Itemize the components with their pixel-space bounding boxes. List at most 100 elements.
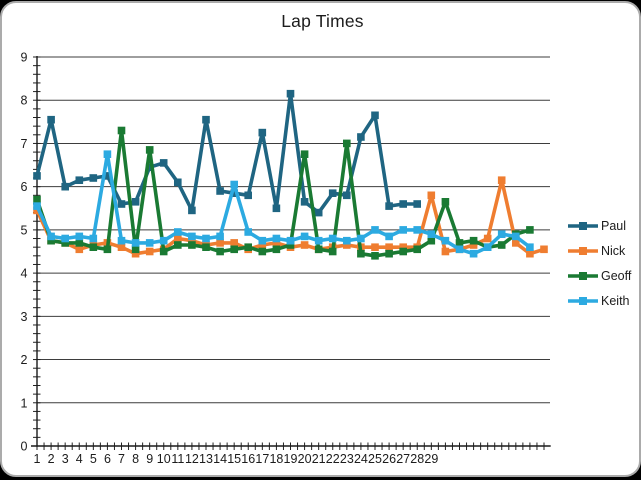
data-point-marker [216,239,224,247]
x-axis-label: 5 [90,452,97,466]
data-point-marker [300,198,309,206]
y-axis-label: 3 [21,310,28,324]
data-point-marker [300,150,309,158]
data-point-marker [427,230,436,238]
x-axis-label: 16 [241,452,255,466]
x-axis-label: 22 [326,452,340,466]
x-axis-label: 14 [213,452,227,466]
data-point-marker [188,236,196,245]
data-point-marker [244,228,252,236]
x-axis-label: 21 [312,452,326,466]
data-point-marker [469,249,478,258]
x-axis-label: 26 [382,452,396,466]
data-point-marker [399,247,407,256]
data-point-marker [314,208,323,217]
data-point-marker [174,178,182,187]
x-axis-label: 12 [185,452,199,466]
x-axis-label: 28 [410,452,424,466]
y-axis-label: 8 [21,94,28,108]
data-point-marker [89,234,98,243]
data-point-marker [47,232,55,241]
data-point-marker [371,243,379,251]
data-point-marker [47,115,55,124]
y-axis-label: 1 [21,396,28,410]
data-point-marker [371,111,379,120]
data-point-marker [216,247,224,256]
legend-item-paul: Paul [568,218,631,234]
x-axis-label: 3 [62,452,69,466]
data-point-marker [145,163,154,171]
data-point-marker [328,189,337,197]
data-point-marker [258,247,267,256]
data-point-marker [230,239,238,247]
data-point-marker [371,226,379,234]
x-axis-label: 29 [424,452,438,466]
data-point-marker [244,243,252,251]
x-axis-label: 18 [269,452,283,466]
data-point-marker [385,202,393,210]
data-point-marker [89,243,98,251]
data-point-marker [75,245,84,254]
data-point-marker [188,241,196,249]
x-axis-label: 8 [132,452,139,466]
data-point-marker [497,230,506,238]
x-axis-label: 2 [48,452,55,466]
x-axis-label: 19 [284,452,298,466]
data-point-marker [413,226,421,234]
data-point-marker [286,241,295,249]
data-point-marker [399,200,407,208]
data-point-marker [272,234,281,243]
chart-title: Lap Times [281,11,364,31]
data-point-marker [497,176,506,184]
data-point-marker [300,241,309,249]
data-point-marker [385,243,393,251]
data-point-marker [258,236,267,245]
data-point-marker [131,249,140,258]
data-point-marker [483,243,492,251]
data-point-marker [526,226,534,234]
data-point-marker [328,247,337,256]
data-point-marker [174,228,182,236]
data-point-marker [216,232,224,241]
data-point-marker [314,236,323,245]
legend-marker-geoff-icon [568,272,598,280]
x-axis-label: 27 [396,452,410,466]
data-point-marker [328,234,337,243]
series-paul-line [35,91,418,215]
legend-item-geoff: Geoff [568,268,631,284]
legend-marker-paul-icon [568,222,598,230]
data-point-marker [272,204,281,213]
x-axis-label: 13 [199,452,213,466]
legend-label-keith: Keith [601,294,630,308]
legend-label-nick: Nick [601,244,626,258]
data-point-marker [230,245,238,254]
x-axis-label: 7 [118,452,125,466]
data-point-marker [33,206,41,215]
data-point-marker [145,239,154,247]
data-point-marker [89,174,98,182]
data-point-marker [61,234,69,243]
data-point-marker [427,236,436,245]
data-point-marker [385,249,393,258]
data-point-marker [357,133,365,141]
series-keith-markers [33,150,534,258]
data-point-marker [399,243,407,251]
data-point-marker [103,150,112,158]
y-axis-label: 7 [21,137,28,151]
data-point-marker [357,234,365,243]
data-point-marker [33,202,41,210]
data-point-marker [61,182,69,191]
data-point-marker [61,239,69,247]
data-point-marker [258,128,267,137]
data-point-marker [103,172,112,180]
data-point-marker [33,195,41,204]
series-keith-line [35,152,531,256]
x-axis-label: 4 [76,452,83,466]
data-point-marker [174,234,182,243]
y-axis-label: 5 [21,223,28,237]
x-axis-label: 20 [298,452,312,466]
data-point-marker [159,236,168,245]
data-point-marker [131,245,140,254]
